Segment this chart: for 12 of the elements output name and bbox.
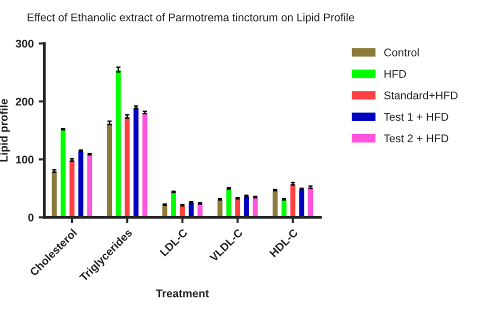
legend-label: HFD [384, 70, 406, 78]
y-tick-label: 100 [16, 156, 34, 164]
y-tick-label: 300 [16, 40, 34, 48]
legend-label: Test 1 + HFD [384, 113, 448, 121]
legend-label: Test 2 + HFD [384, 134, 448, 142]
y-tick-label: 0 [28, 214, 34, 222]
legend-label: Control [384, 48, 419, 56]
y-axis-title: Lipid profile [0, 99, 10, 162]
legend-label: Standard+HFD [384, 91, 458, 100]
chart-title: Effect of Ethanolic extract of Parmotrema tinctorum on Lipid Profile [28, 13, 354, 24]
y-tick-label: 200 [16, 98, 34, 106]
x-axis-title: Treatment [156, 290, 209, 298]
